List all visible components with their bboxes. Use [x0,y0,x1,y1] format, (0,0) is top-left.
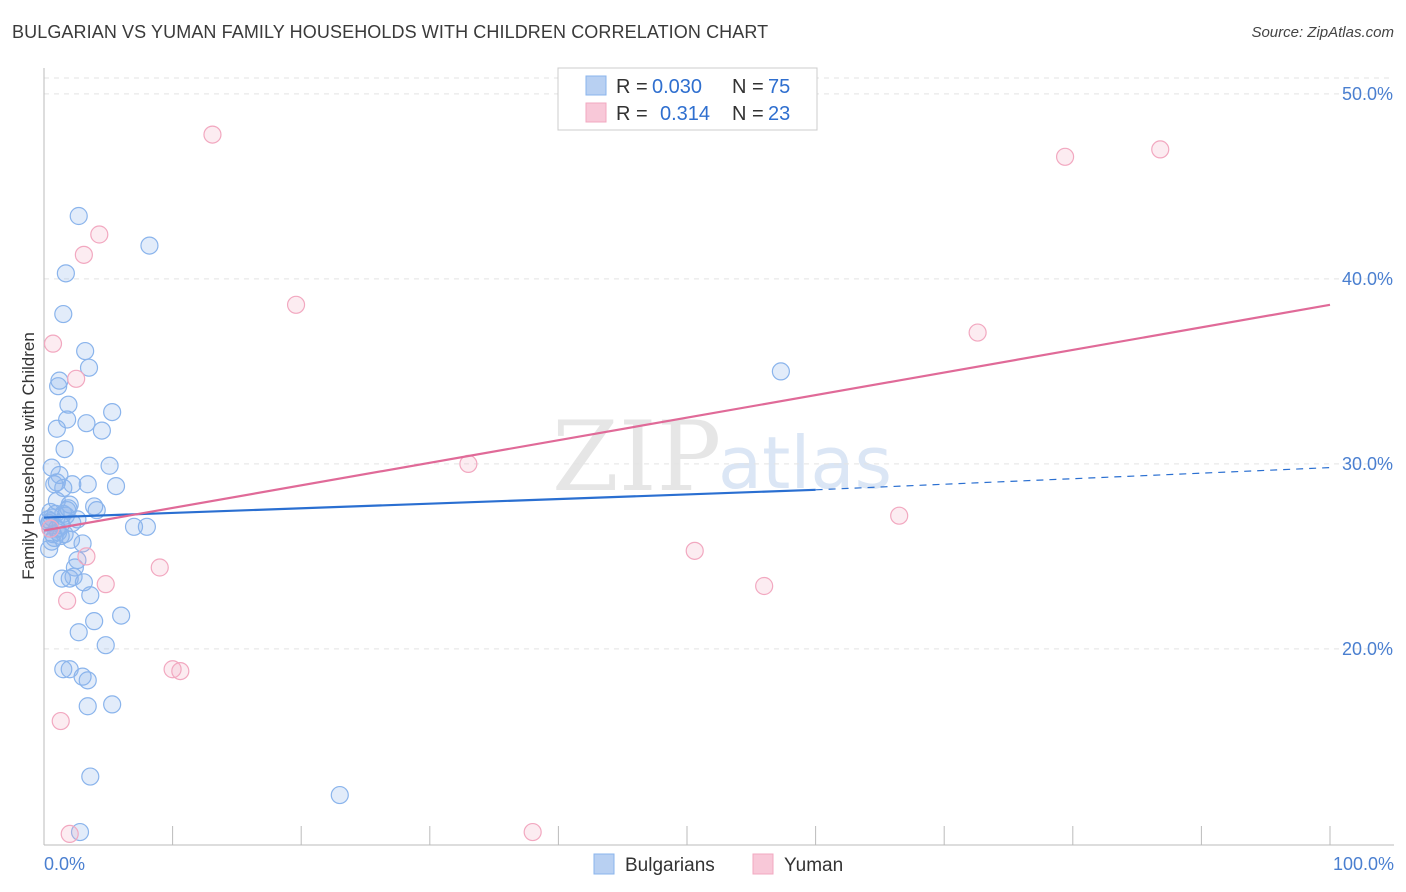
bulgarians-point [106,477,126,496]
bulgarians-point [54,304,73,324]
x-tick-label-min: 0.0% [44,854,85,874]
yuman-point [74,245,93,264]
bulgarians-point [40,539,59,559]
bulgarians-point [87,501,106,520]
bulgarians-point [78,671,97,690]
bulgarians-point [52,569,72,588]
yuman-point [286,295,306,314]
bottom-legend-swatch-bulgarians [593,853,615,875]
yuman-point [150,558,169,577]
bulgarians-point [137,517,156,536]
bulgarians-point [63,475,82,494]
bottom-legend: Bulgarians Yuman [593,853,843,876]
bulgarians-point [54,660,73,679]
yuman-point [685,541,704,560]
bulgarians-point [92,421,111,440]
legend-n-label-2: N = [732,103,764,125]
bulgarians-point [112,606,131,625]
bulgarians-point [65,558,84,577]
x-axis-ticks [172,826,1331,845]
yuman-point [58,591,77,610]
bulgarians-trend-extension [815,467,1331,491]
bulgarians-point [61,530,81,549]
bulgarians-point [103,695,122,714]
trend-lines [43,303,1331,532]
legend-swatch-bulgarians [585,75,607,96]
yuman-point [43,334,63,353]
y-tick-label: 50.0% [1342,84,1393,104]
bottom-legend-bulgarians: Bulgarians [625,855,715,876]
bulgarians-trend-line [43,488,816,519]
y-tick-labels: 20.0% 30.0% 40.0% 50.0% [1342,84,1393,659]
bulgarians-point [69,623,88,642]
yuman-point [51,711,70,731]
yuman-point [67,369,86,388]
bulgarians-point [330,785,349,805]
legend-r-value-2: 0.314 [660,103,710,125]
gridlines [44,77,1394,650]
yuman-point [968,323,987,342]
chart-title: BULGARIAN VS YUMAN FAMILY HOUSEHOLDS WIT… [12,22,769,42]
bulgarians-point [81,586,100,605]
yuman-point [60,824,79,844]
bulgarians-point [103,403,122,422]
x-tick-label-max: 100.0% [1333,854,1394,874]
bulgarians-point [77,414,96,433]
yuman-point [1151,140,1170,159]
y-tick-label: 30.0% [1342,454,1393,474]
bulgarians-point [771,362,790,381]
yuman-point [1055,147,1075,166]
bulgarians-point [79,358,99,377]
watermark: ZIP atlas [552,401,892,513]
bulgarians-point [85,612,104,631]
source-credit: Source: ZipAtlas.com [1251,24,1394,41]
bulgarians-point [76,341,95,361]
bulgarians-point [58,410,77,429]
yuman-point [523,822,542,842]
yuman-point [171,661,190,681]
bottom-legend-swatch-yuman [752,853,774,875]
yuman-point [203,125,222,144]
bulgarians-point [100,456,119,475]
bulgarians-point [124,517,144,536]
legend-r-label-1: R = [616,76,648,98]
yuman-point [90,225,109,244]
yuman-trend-line [43,303,1331,532]
legend-swatch-yuman [585,102,607,123]
y-axis-label: Family Households with Children [19,332,38,580]
bulgarians-points [38,206,790,842]
y-tick-label: 40.0% [1342,269,1393,289]
bulgarians-point [55,440,74,459]
yuman-point [96,575,115,594]
bottom-legend-yuman: Yuman [784,855,843,876]
bulgarians-point [78,475,97,494]
yuman-point [755,576,774,596]
bulgarians-point [69,206,88,226]
bulgarians-point [59,395,78,414]
bulgarians-point [78,697,97,716]
legend-box: R = 0.030 N = 75 R = 0.314 N = 23 [557,67,818,131]
bulgarians-point [47,419,66,438]
bulgarians-point [140,236,159,255]
yuman-point [890,506,909,525]
legend-n-value-2: 23 [768,103,790,125]
yuman-points [41,125,1170,844]
legend-n-label-1: N = [732,76,764,98]
legend-r-label-2: R = [616,103,648,125]
yuman-point [77,547,96,566]
y-tick-label: 20.0% [1342,639,1393,659]
bulgarians-point [49,377,68,396]
bulgarians-point [96,636,115,655]
bulgarians-point [56,264,75,283]
bulgarians-point [81,767,100,786]
legend-r-value-1: 0.030 [652,76,702,98]
bulgarians-point [64,567,83,586]
legend-n-value-1: 75 [768,76,790,98]
